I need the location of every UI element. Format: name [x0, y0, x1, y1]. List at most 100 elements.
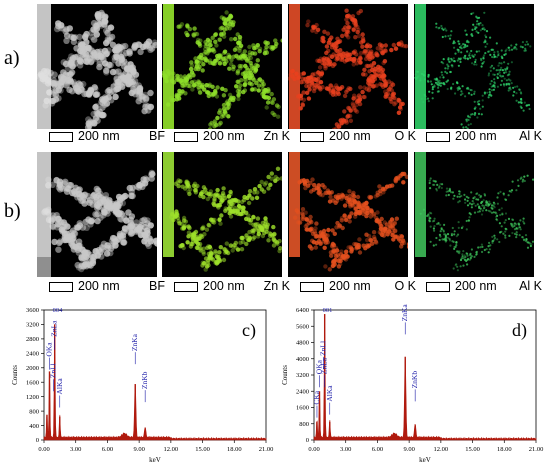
- element-label: Al K: [519, 129, 542, 143]
- scale-bar: [174, 132, 198, 142]
- x-tick-label: 9.00: [403, 446, 414, 453]
- map-caption: 200 nm Zn K: [170, 129, 292, 144]
- peak-label: OKa: [314, 359, 323, 374]
- map-caption: 200 nm Zn K: [170, 279, 292, 294]
- x-tick-label: 15.00: [195, 446, 210, 453]
- y-tick-label: 2400: [26, 351, 39, 358]
- map-caption: 200 nm O K: [296, 129, 418, 144]
- x-tick-label: 0.00: [38, 446, 49, 453]
- element-label: BF: [149, 279, 165, 293]
- element-map-a-2: [162, 4, 282, 129]
- scale-label: 200 nm: [78, 279, 120, 293]
- x-tick-label: 18.00: [227, 446, 242, 453]
- x-axis-title: keV: [149, 456, 161, 464]
- y-tick-label: 400: [29, 423, 39, 430]
- panel-label: d): [512, 320, 527, 341]
- y-tick-label: 3200: [26, 322, 39, 329]
- x-tick-label: 6.00: [102, 446, 113, 453]
- y-tick-label: 2000: [26, 365, 39, 372]
- scale-bar: [49, 132, 73, 142]
- scale-bar: [49, 282, 73, 292]
- y-tick-label: 2800: [26, 336, 39, 343]
- y-tick-label: 800: [29, 408, 39, 415]
- row-label-b: b): [4, 200, 21, 222]
- scale-bar: [300, 282, 324, 292]
- scale-label: 200 nm: [455, 279, 497, 293]
- eds-spectrum-c: 0.00 3.00 6.00 9.00 12.00 15.00 18.00 21.00 0 400…: [11, 307, 274, 464]
- bright-field-image-a-1: [37, 4, 157, 129]
- y-tick-label: 3600: [26, 307, 39, 314]
- x-tick-label: 9.00: [133, 446, 144, 453]
- scale-label: 200 nm: [329, 129, 371, 143]
- element-map-a-3: [288, 4, 408, 129]
- element-map-b-2: [162, 152, 282, 277]
- scale-label: 200 nm: [455, 129, 497, 143]
- y-tick-label: 6400: [296, 307, 309, 314]
- eds-spectrum-d: 0.00 3.00 6.00 9.00 12.00 15.00 18.00 21.00 0 800…: [281, 304, 544, 464]
- peak-label: ZnLl: [49, 363, 58, 378]
- element-label: Al K: [519, 279, 542, 293]
- y-tick-label: 4800: [296, 340, 309, 347]
- element-map-b-3: [288, 152, 408, 277]
- plot-frame: [313, 309, 537, 441]
- y-tick-label: 2400: [296, 388, 309, 395]
- element-label: O K: [394, 279, 416, 293]
- spectrum-trace: [43, 324, 267, 441]
- map-caption: 200 nm O K: [296, 279, 418, 294]
- y-tick-label: 1600: [296, 405, 309, 412]
- element-map-a-4: [414, 4, 534, 129]
- scale-label: 200 nm: [203, 129, 245, 143]
- peak-label: ZnLa: [320, 357, 329, 374]
- y-tick-label: 0: [36, 437, 39, 444]
- x-tick-label: 0.00: [308, 446, 319, 453]
- element-map-b-4: [414, 152, 534, 277]
- x-tick-label: 21.00: [529, 446, 544, 453]
- peak-label: AlKa: [325, 385, 334, 402]
- y-tick-label: 5600: [296, 323, 309, 330]
- map-caption: 200 nm Al K: [422, 129, 544, 144]
- x-tick-label: 12.00: [164, 446, 179, 453]
- scale-label: 200 nm: [203, 279, 245, 293]
- peak-label: AlKa: [55, 378, 64, 395]
- scale-bar: [300, 132, 324, 142]
- x-tick-label: 21.00: [259, 446, 274, 453]
- plot-frame: [43, 309, 267, 441]
- peak-label: ZnKb: [410, 371, 419, 389]
- y-tick-label: 4000: [296, 356, 309, 363]
- spectrum-trace: [313, 314, 537, 441]
- peak-label: ZnLa: [50, 320, 59, 337]
- y-tick-label: 1200: [26, 394, 39, 401]
- element-label: Zn K: [263, 279, 290, 293]
- element-label: Zn K: [263, 129, 290, 143]
- map-caption: 200 nm BF: [45, 279, 167, 294]
- element-label: BF: [149, 129, 165, 143]
- x-tick-label: 6.00: [372, 446, 383, 453]
- scale-label: 200 nm: [78, 129, 120, 143]
- x-axis-title: keV: [419, 456, 431, 464]
- scale-bar: [426, 282, 450, 292]
- x-tick-label: 3.00: [340, 446, 351, 453]
- x-tick-label: 12.00: [434, 446, 449, 453]
- peak-label: ZnLl: [319, 341, 328, 356]
- scale-bar: [426, 132, 450, 142]
- scale-label: 200 nm: [329, 279, 371, 293]
- peak-label: ZnKa: [130, 333, 139, 351]
- peak-top-label: 004: [53, 307, 64, 314]
- panel-label: c): [242, 320, 256, 341]
- x-tick-label: 15.00: [465, 446, 480, 453]
- y-tick-label: 0: [306, 437, 309, 444]
- y-tick-label: 1600: [26, 379, 39, 386]
- map-caption: 200 nm BF: [45, 129, 167, 144]
- x-tick-label: 18.00: [497, 446, 512, 453]
- row-label-a: a): [4, 47, 20, 69]
- y-tick-label: 800: [299, 421, 309, 428]
- peak-label: CKa: [312, 390, 321, 404]
- peak-label: OKa: [44, 342, 53, 357]
- element-label: O K: [394, 129, 416, 143]
- y-axis-title: Counts: [281, 365, 289, 385]
- peak-top-label: 001: [323, 307, 333, 314]
- x-tick-label: 3.00: [70, 446, 81, 453]
- map-caption: 200 nm Al K: [422, 279, 544, 294]
- y-tick-label: 3200: [296, 372, 309, 379]
- y-axis-title: Counts: [11, 365, 19, 385]
